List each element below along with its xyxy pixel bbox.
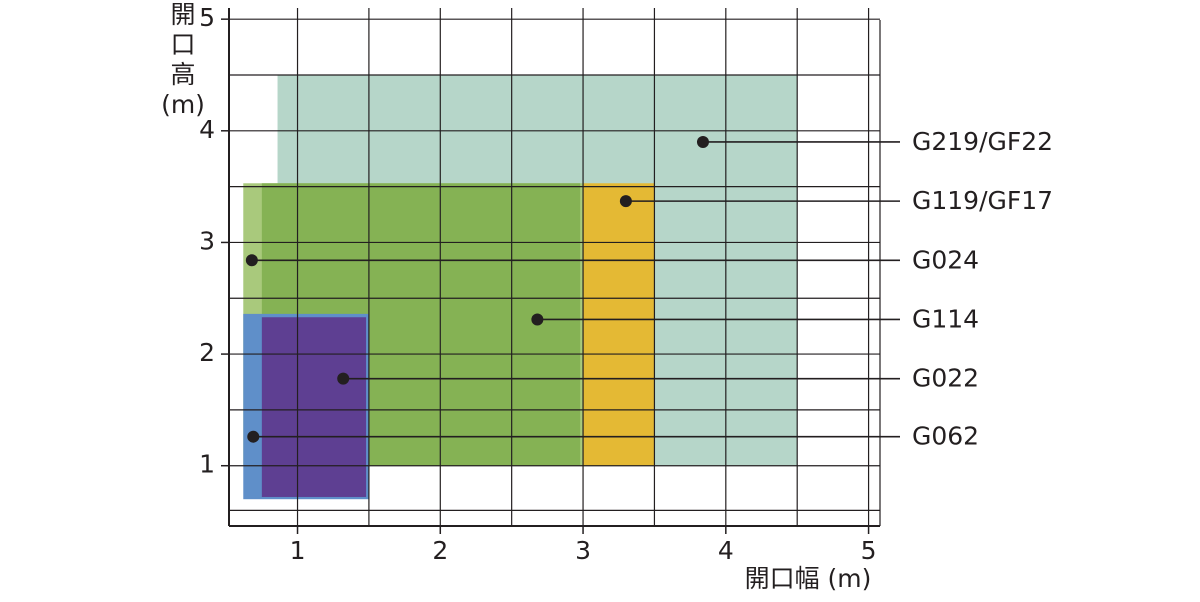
legend-label: G022 (912, 364, 979, 393)
point (619, 195, 632, 208)
overlay: G219/GF22 G119/GF17 G024 G114 G062 G022 (245, 127, 1053, 451)
point (245, 254, 258, 267)
y-tick-label: 1 (199, 450, 215, 479)
point (531, 313, 544, 326)
point (337, 372, 350, 385)
legend-label: G114 (912, 304, 979, 333)
legend-label: G024 (912, 245, 979, 274)
x-tick-label: 2 (432, 536, 448, 565)
y-axis-label: 開 (170, 0, 195, 29)
rects (243, 74, 798, 500)
x-tick-label: 3 (575, 536, 591, 565)
range-rect (261, 317, 367, 497)
y-tick-label: 2 (199, 338, 215, 367)
x-tick-label: 4 (718, 536, 734, 565)
x-tick-label: 1 (290, 536, 306, 565)
legend-label: G062 (912, 422, 979, 451)
legend-label: G219/GF22 (912, 127, 1053, 156)
y-axis-label: (m) (161, 90, 205, 119)
y-tick-label: 3 (199, 226, 215, 255)
range-rect (583, 183, 655, 466)
y-axis-label: 口 (170, 30, 195, 59)
x-tick-label: 5 (861, 536, 877, 565)
legend-label: G119/GF17 (912, 186, 1053, 215)
point (696, 135, 709, 148)
y-axis-label: 高 (170, 60, 195, 89)
x-axis-label: 開口幅 (m) (745, 564, 872, 593)
y-tick-label: 5 (199, 3, 215, 32)
point (247, 430, 260, 443)
y-tick-label: 4 (199, 115, 215, 144)
